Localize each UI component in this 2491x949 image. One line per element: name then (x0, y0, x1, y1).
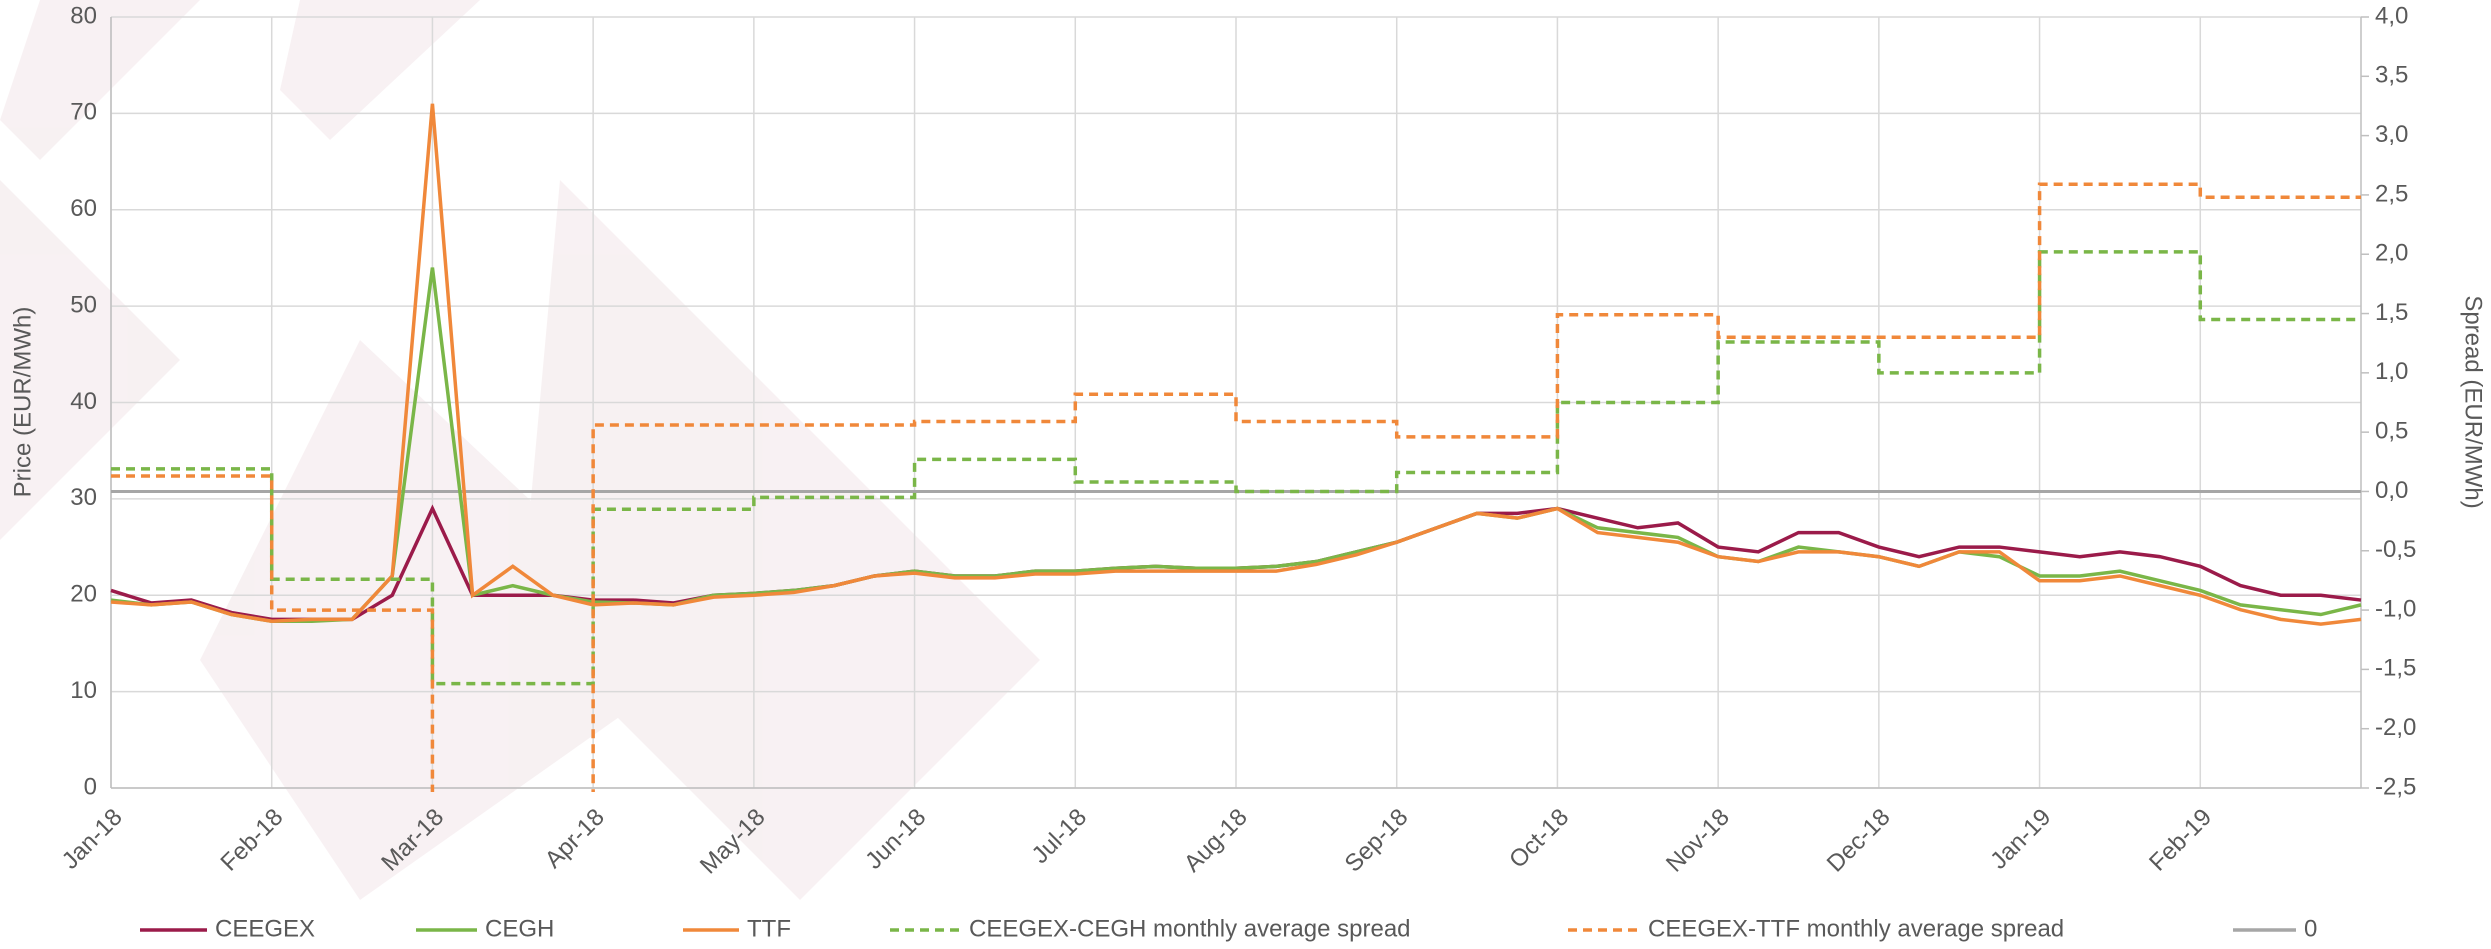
y-tick-label: 30 (70, 484, 97, 511)
legend-label: CEEGEX (215, 915, 315, 942)
y-tick-label: 10 (70, 677, 97, 704)
price-line (110, 103, 2362, 626)
x-tick-label: Jul-18 (1027, 804, 1092, 869)
y2-tick-label: 3,5 (2375, 62, 2408, 89)
x-tick-label: Dec-18 (1822, 804, 1896, 878)
y2-tick-label: -1,0 (2375, 595, 2416, 622)
x-tick-label: Jan-19 (1985, 804, 2056, 875)
y2-tick-label: 4,0 (2375, 2, 2408, 29)
legend-label: CEEGEX-TTF monthly average spread (1648, 915, 2064, 942)
y-tick-label: 50 (70, 291, 97, 318)
y2-tick-label: -2,5 (2375, 773, 2416, 800)
watermark (0, 0, 1040, 900)
price-line (110, 267, 2362, 624)
y-tick-label: 40 (70, 388, 97, 415)
y2-tick-label: -1,5 (2375, 655, 2416, 682)
x-tick-label: Nov-18 (1661, 804, 1735, 878)
y2-tick-label: 0,5 (2375, 417, 2408, 444)
legend-label: CEGH (485, 915, 554, 942)
legend-label: CEEGEX-CEGH monthly average spread (969, 915, 1411, 942)
y2-tick-label: -0,5 (2375, 536, 2416, 563)
y2-tick-label: -2,0 (2375, 714, 2416, 741)
y2-tick-label: 1,0 (2375, 358, 2408, 385)
y2-tick-label: 3,0 (2375, 121, 2408, 148)
x-tick-label: Feb-18 (216, 804, 289, 877)
x-tick-label: Jan-18 (57, 804, 128, 875)
x-tick-label: Oct-18 (1504, 804, 1574, 874)
x-tick-label: Sep-18 (1340, 804, 1414, 878)
y-tick-label: 20 (70, 581, 97, 608)
y2-axis-label: Spread (EUR/MWh) (2460, 295, 2487, 508)
y-tick-label: 70 (70, 99, 97, 126)
y2-tick-label: 2,5 (2375, 180, 2408, 207)
y2-tick-label: 2,0 (2375, 240, 2408, 267)
y-axis-label: Price (EUR/MWh) (9, 307, 36, 498)
x-tick-label: Apr-18 (540, 804, 610, 874)
y2-tick-label: 0,0 (2375, 477, 2408, 504)
x-tick-label: Feb-19 (2144, 804, 2217, 877)
y2-tick-label: 1,5 (2375, 299, 2408, 326)
legend-label: TTF (747, 915, 791, 942)
legend-label: 0 (2304, 915, 2317, 942)
y-tick-label: 0 (84, 773, 97, 800)
y-tick-label: 80 (70, 2, 97, 29)
spread-line (111, 250, 2361, 686)
x-tick-label: Aug-18 (1179, 804, 1253, 878)
y-tick-label: 60 (70, 195, 97, 222)
